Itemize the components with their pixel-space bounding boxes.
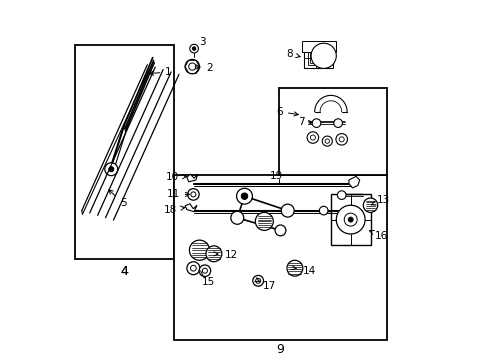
Circle shape [108, 167, 114, 172]
Circle shape [190, 192, 196, 197]
Circle shape [310, 43, 336, 68]
Text: 17: 17 [254, 278, 276, 291]
Bar [307, 50, 328, 65]
Circle shape [104, 163, 118, 176]
Text: 10: 10 [165, 172, 186, 182]
Circle shape [202, 268, 207, 273]
Bar [302, 41, 336, 52]
Bar [315, 53, 319, 63]
Circle shape [335, 134, 347, 145]
Circle shape [339, 137, 344, 142]
Circle shape [230, 211, 244, 224]
Circle shape [306, 132, 318, 143]
Bar [309, 53, 313, 63]
Text: 16: 16 [369, 230, 387, 241]
Circle shape [241, 193, 247, 199]
Text: 14: 14 [291, 266, 315, 276]
Circle shape [363, 198, 377, 212]
Polygon shape [186, 174, 197, 182]
Circle shape [286, 260, 302, 276]
Text: 6: 6 [276, 107, 298, 117]
Circle shape [310, 135, 315, 140]
Bar [330, 194, 370, 245]
Text: 11: 11 [166, 189, 189, 199]
Text: 3: 3 [199, 37, 206, 48]
Circle shape [344, 213, 356, 226]
Circle shape [325, 139, 329, 143]
Circle shape [189, 44, 198, 53]
Circle shape [347, 217, 352, 222]
Bar [321, 53, 325, 63]
Circle shape [187, 189, 199, 200]
Circle shape [275, 225, 285, 236]
Text: 18: 18 [163, 204, 184, 215]
Text: 15: 15 [202, 276, 215, 287]
Circle shape [189, 240, 209, 260]
Text: 2: 2 [195, 63, 213, 73]
Circle shape [336, 205, 365, 234]
Circle shape [281, 204, 294, 217]
Text: 13: 13 [370, 195, 389, 205]
Circle shape [337, 191, 346, 199]
Text: 1: 1 [149, 67, 172, 77]
Text: 19: 19 [269, 171, 283, 181]
Text: 8: 8 [286, 49, 300, 59]
Text: 5: 5 [108, 190, 127, 208]
Polygon shape [348, 176, 359, 188]
Circle shape [205, 246, 222, 262]
Circle shape [186, 262, 200, 275]
Circle shape [255, 278, 260, 283]
Circle shape [319, 206, 327, 215]
Text: 7: 7 [298, 117, 312, 127]
Circle shape [190, 265, 196, 271]
Text: 4: 4 [120, 265, 127, 278]
Bar [303, 47, 332, 68]
Circle shape [188, 63, 196, 70]
Circle shape [236, 188, 252, 204]
Bar [75, 45, 174, 259]
Circle shape [322, 136, 332, 146]
Circle shape [192, 47, 196, 50]
Polygon shape [185, 204, 197, 212]
Text: 12: 12 [213, 250, 238, 260]
Circle shape [185, 59, 199, 74]
Bar [174, 175, 386, 340]
Circle shape [199, 265, 210, 276]
Text: 4: 4 [120, 265, 127, 278]
Circle shape [252, 275, 263, 286]
Circle shape [311, 119, 320, 127]
Circle shape [255, 212, 273, 230]
Text: 9: 9 [276, 343, 284, 356]
Bar [278, 88, 386, 175]
Circle shape [333, 119, 342, 127]
